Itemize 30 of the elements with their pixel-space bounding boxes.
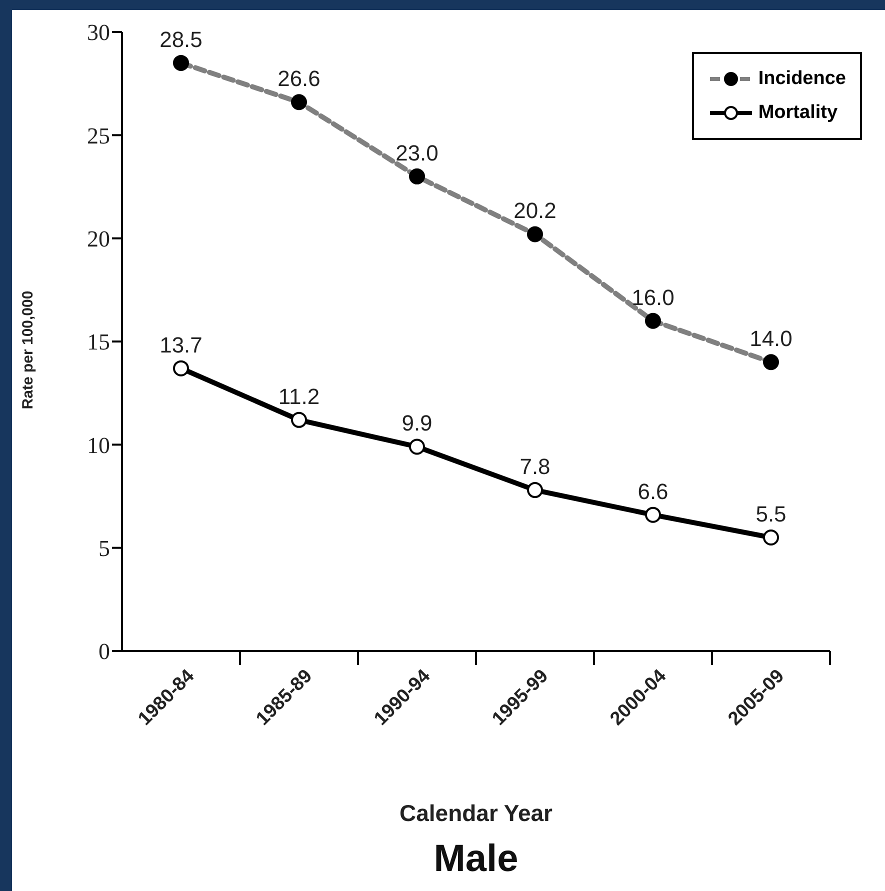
data-label: 5.5	[756, 502, 786, 527]
point	[291, 412, 307, 428]
point	[527, 482, 543, 498]
y-axis-title: Rate per 100,000	[20, 290, 36, 410]
text: Male	[432, 838, 520, 881]
y-tick-label: 25	[87, 123, 110, 148]
data-label: 9.9	[402, 410, 432, 436]
data-label: 11.2	[278, 384, 320, 409]
data-label: 7.8	[520, 454, 550, 480]
point	[645, 506, 661, 523]
data-label: 13.7	[160, 332, 202, 358]
y-tick-label: 20	[87, 226, 110, 252]
data-label: 6.6	[638, 478, 668, 504]
data-label: 14.0	[750, 326, 792, 352]
legend-label: Incidence	[758, 68, 846, 90]
data-label: 26.6	[278, 66, 320, 92]
y-tick-label: 5	[98, 536, 110, 561]
x-axis-title: Calendar Year	[398, 800, 554, 827]
legend-label: Mortality	[758, 102, 838, 124]
point	[409, 438, 425, 455]
point	[173, 360, 189, 376]
data-label: 28.5	[160, 26, 202, 52]
y-tick-label: 0	[98, 639, 110, 664]
data-label: 20.2	[514, 198, 556, 224]
data-label: 23.0	[396, 140, 438, 166]
point	[763, 530, 779, 546]
y-tick-label: 30	[87, 20, 110, 46]
y-tick-label: 15	[87, 330, 110, 355]
y-tick-label: 10	[87, 432, 110, 458]
data-label: 16.0	[632, 284, 674, 310]
